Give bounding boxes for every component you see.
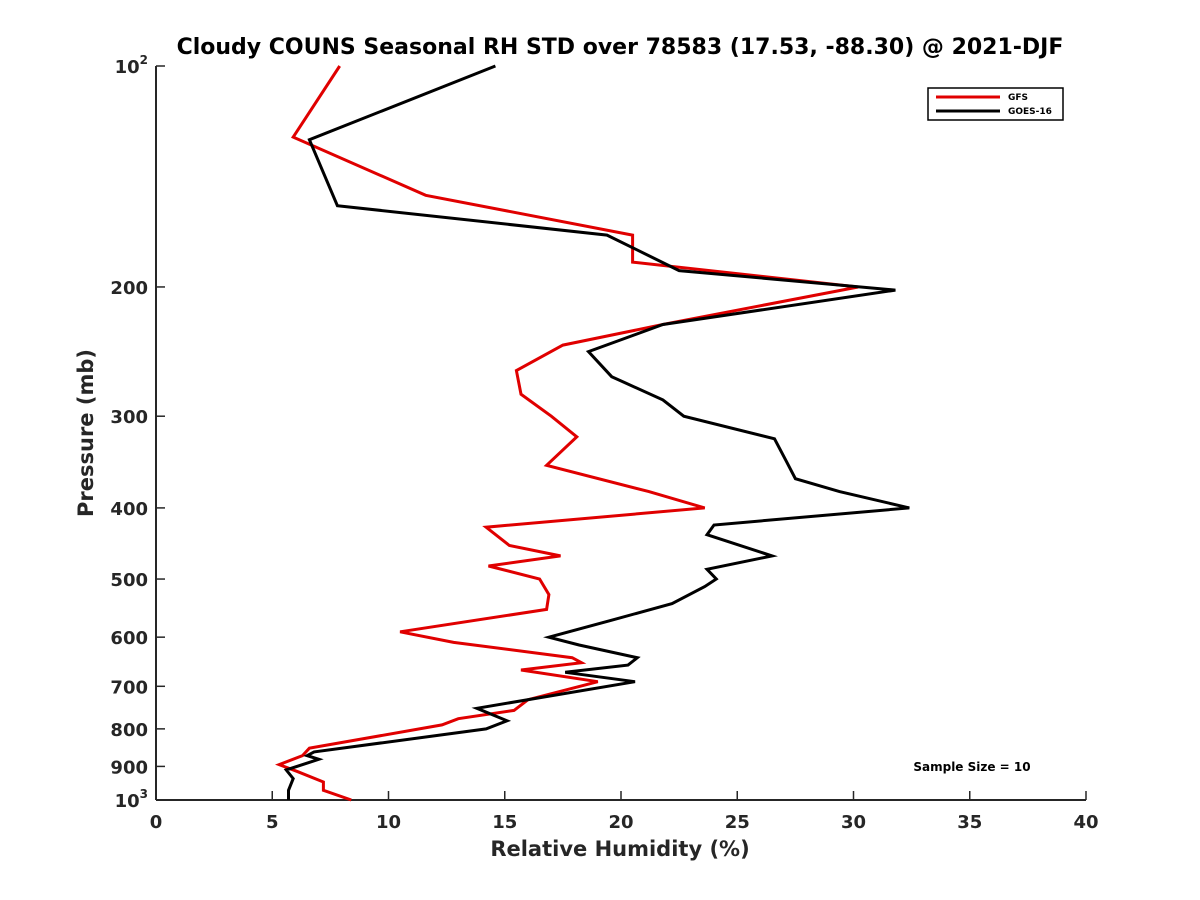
y-axis-label: Pressure (mb) — [74, 349, 98, 517]
x-tick-label: 10 — [376, 812, 401, 833]
y-tick-label: 102 — [115, 53, 148, 78]
y-tick-label: 103 — [115, 787, 148, 812]
series-layer — [275, 64, 910, 802]
x-tick-label: 25 — [725, 812, 750, 833]
x-tick-label: 30 — [841, 812, 866, 833]
y-tick-label: 400 — [110, 499, 148, 520]
x-tick-label: 40 — [1073, 812, 1098, 833]
legend-label: GOES-16 — [1008, 107, 1052, 117]
x-tick-label: 20 — [608, 812, 633, 833]
y-tick-label: 600 — [110, 628, 148, 649]
y-axis-ticks: 102 200 300 400 500 600 700 800 900 103 — [110, 53, 165, 812]
legend-items: GFS GOES-16 — [936, 93, 1052, 117]
legend: GFS GOES-16 — [927, 87, 1064, 121]
y-tick-label: 800 — [110, 720, 148, 741]
series-line-goes-16 — [283, 64, 910, 800]
y-tick-label: 900 — [110, 757, 148, 778]
plot-area: 0 5 10 15 20 25 30 35 40 102 200 300 400 500 600 700 80… — [110, 53, 1098, 833]
x-axis-ticks: 0 5 10 15 20 25 30 35 40 — [150, 791, 1099, 833]
chart-title: Cloudy COUNS Seasonal RH STD over 78583 … — [177, 35, 1064, 60]
x-tick-label: 35 — [957, 812, 982, 833]
y-tick-label: 300 — [110, 407, 148, 428]
sample-size-annotation: Sample Size = 10 — [913, 760, 1030, 774]
x-axis-label: Relative Humidity (%) — [490, 837, 749, 861]
y-tick-label: 500 — [110, 570, 148, 591]
legend-box — [927, 87, 1064, 121]
x-tick-label: 5 — [266, 812, 279, 833]
x-tick-label: 15 — [492, 812, 517, 833]
y-tick-label: 700 — [110, 677, 148, 698]
x-tick-label: 0 — [150, 812, 163, 833]
series-line-gfs — [275, 65, 859, 802]
legend-label: GFS — [1008, 93, 1028, 103]
y-tick-label: 200 — [110, 278, 148, 299]
